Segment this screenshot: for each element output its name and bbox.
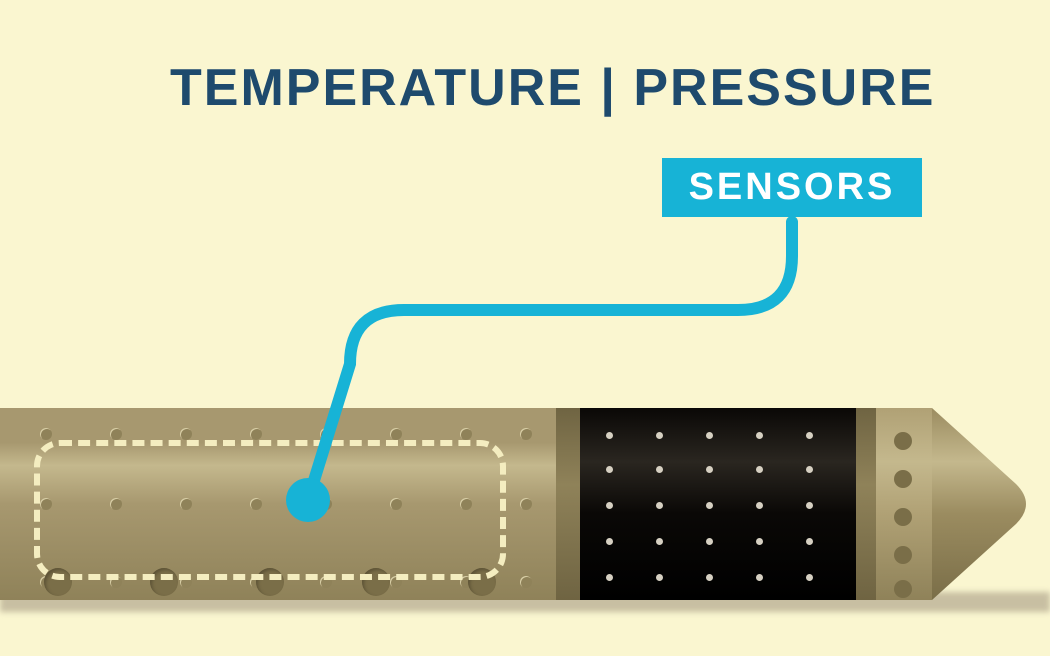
nose-ring-hole [894,432,912,450]
sensor-dot [656,502,663,509]
sensor-dot [756,538,763,545]
sensor-dot [756,466,763,473]
nose-ring-hole [894,546,912,564]
sensor-dot [756,432,763,439]
rivet [520,428,532,440]
nose-ring-hole [894,580,912,598]
sensor-dot [806,432,813,439]
nose-cone [932,408,1050,600]
rivet [320,428,332,440]
sensor-dot [606,432,613,439]
rivet [460,428,472,440]
sensor-dot [806,466,813,473]
rivet [180,428,192,440]
infographic-canvas: TEMPERATURE | PRESSURE SENSORS [0,0,1050,656]
rivet [110,428,122,440]
sensor-dot [656,466,663,473]
rivet [390,428,402,440]
sensor-dot [706,502,713,509]
sensor-dot [806,502,813,509]
title-text: TEMPERATURE | PRESSURE [170,58,935,118]
sensor-dot [706,538,713,545]
sensor-dot [656,432,663,439]
sensors-badge: SENSORS [662,158,922,217]
sensor-dot [706,466,713,473]
sensor-dot [756,574,763,581]
sensor-dot [806,574,813,581]
sensor-dot [606,466,613,473]
sensor-dot [606,538,613,545]
nose-ring-hole [894,508,912,526]
sensor-dot [656,574,663,581]
sensor-dot [806,538,813,545]
callout-dot [286,478,330,522]
tool-body-dark [580,408,856,600]
sensor-dot [606,502,613,509]
rivet [250,428,262,440]
collar-2 [856,408,876,600]
rivet [40,428,52,440]
sensor-dot [706,574,713,581]
sensor-zone-outline [34,440,506,580]
sensor-dot [656,538,663,545]
nose-ring-hole [894,470,912,488]
sensor-dot [756,502,763,509]
collar-1 [556,408,580,600]
rivet [520,576,532,588]
sensor-dot [706,432,713,439]
rivet [520,498,532,510]
sensor-dot [606,574,613,581]
